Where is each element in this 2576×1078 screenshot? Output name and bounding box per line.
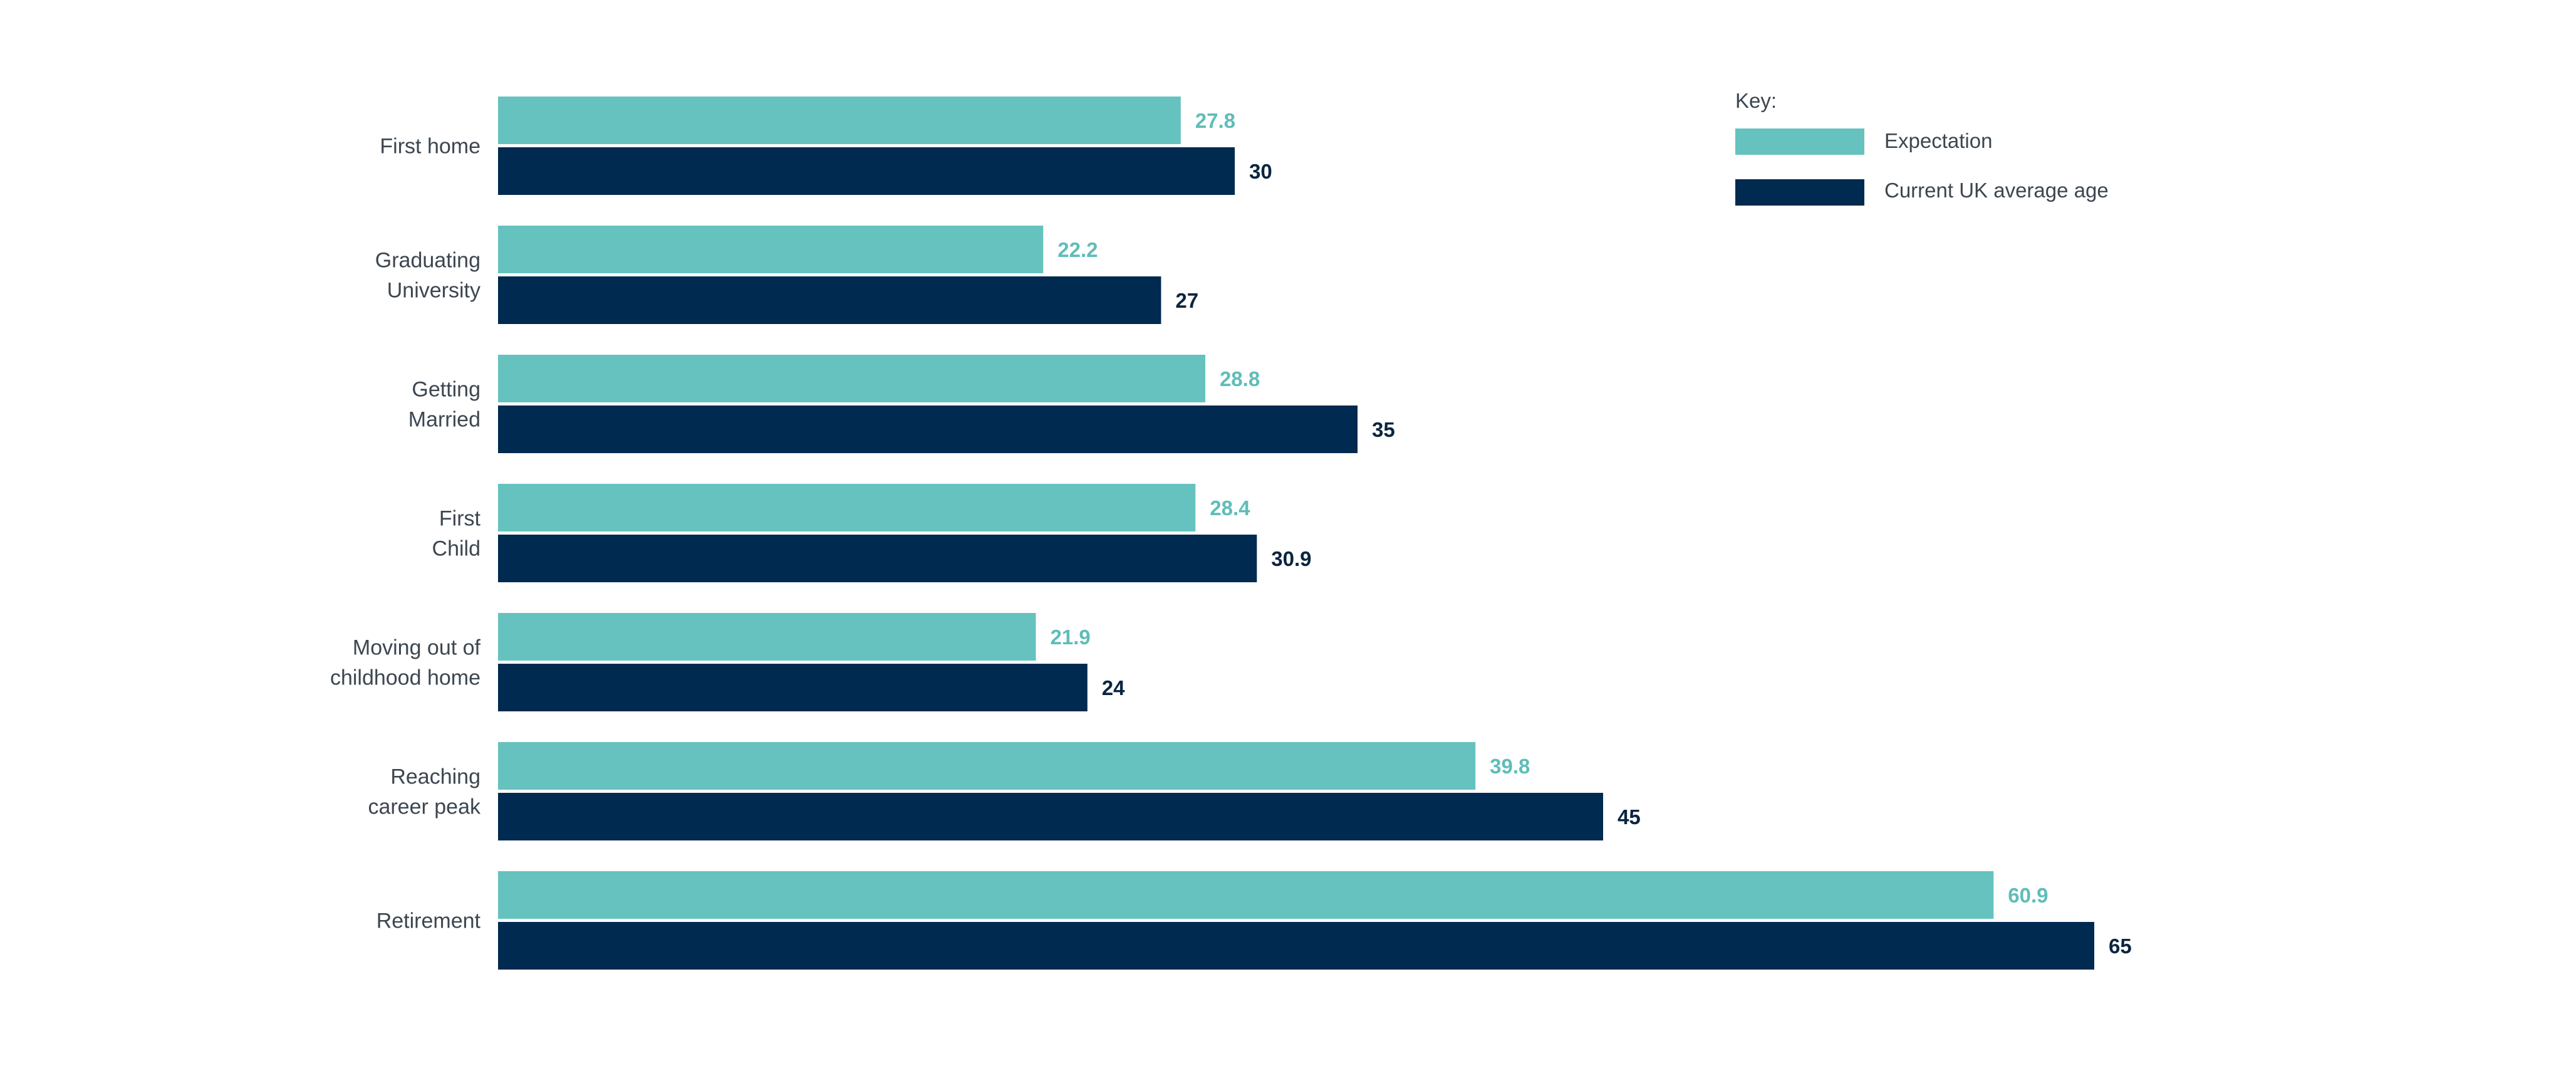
data-label: 39.8 (1490, 755, 1530, 778)
legend-label: Expectation (1884, 129, 1992, 152)
data-label: 45 (1618, 805, 1641, 829)
category-label: University (387, 279, 480, 303)
category-label: Moving out of (353, 636, 481, 660)
legend-title: Key: (1735, 89, 1777, 112)
data-label: 28.4 (1210, 496, 1250, 520)
data-label: 28.8 (1220, 367, 1260, 390)
category-label: First (439, 507, 481, 531)
bar-uk-average (498, 664, 1088, 711)
bar-uk-average (498, 276, 1161, 324)
bar-expectation (498, 226, 1044, 273)
data-label: 30 (1249, 160, 1272, 183)
data-label: 27.8 (1195, 109, 1235, 132)
category-label: career peak (368, 795, 481, 819)
category-label: Retirement (377, 909, 481, 933)
data-label: 24 (1102, 676, 1125, 699)
category-label: First home (380, 135, 480, 159)
category-label: Graduating (375, 249, 480, 273)
bar-expectation (498, 742, 1476, 790)
bar-expectation (498, 484, 1196, 531)
bar-uk-average (498, 793, 1603, 840)
legend-label: Current UK average age (1884, 179, 2109, 202)
bar-uk-average (498, 147, 1235, 195)
bar-expectation (498, 871, 1994, 919)
data-label: 22.2 (1057, 238, 1098, 261)
category-label: Reaching (390, 765, 480, 789)
bar-expectation (498, 97, 1181, 144)
data-label: 60.9 (2008, 884, 2048, 907)
data-label: 35 (1372, 418, 1395, 441)
bar-expectation (498, 613, 1036, 661)
bar-expectation (498, 355, 1205, 402)
bar-uk-average (498, 535, 1257, 582)
data-label: 30.9 (1271, 547, 1311, 570)
category-label: Child (432, 537, 480, 561)
category-label: Married (408, 408, 480, 432)
legend-swatch-uk-average (1735, 179, 1864, 206)
legend-swatch-expectation (1735, 128, 1864, 155)
category-label: childhood home (330, 666, 480, 690)
data-label: 65 (2109, 934, 2132, 958)
data-label: 27 (1175, 289, 1198, 312)
category-label: Getting (412, 378, 480, 402)
bar-uk-average (498, 406, 1358, 453)
data-label: 21.9 (1050, 625, 1090, 649)
bar-uk-average (498, 922, 2094, 970)
